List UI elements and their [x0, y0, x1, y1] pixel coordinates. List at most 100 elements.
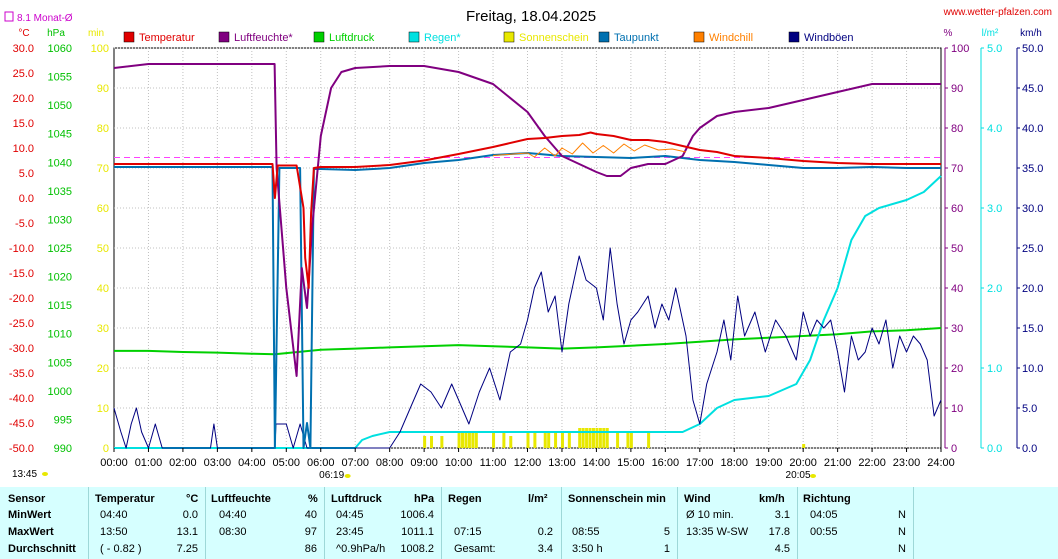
header-temperatur: Temperatur	[95, 493, 155, 505]
y-tick-label-temperature: -30.0	[9, 343, 34, 355]
y-tick-label-sunshine: 60	[97, 203, 109, 215]
y-tick-label-sunshine: 70	[97, 163, 109, 175]
y-tick-label-pressure: 995	[54, 414, 72, 426]
sunshine-bar	[585, 428, 589, 448]
y-tick-label-pressure: 1060	[48, 43, 72, 55]
table-cell: 13:50	[100, 526, 128, 538]
y-tick-label-wind: 0.0	[1022, 443, 1037, 455]
y-tick-label-temperature: -5.0	[15, 218, 34, 230]
table-cell: 08:30	[219, 526, 247, 538]
x-tick-label: 08:00	[376, 457, 404, 469]
table-cell: 4.5	[774, 543, 790, 555]
table-cell: 86	[304, 543, 317, 555]
sunshine-bar	[616, 432, 620, 448]
y-unit-sunshine: min	[88, 28, 104, 39]
legend-swatch	[218, 31, 230, 43]
sunshine-bar	[543, 432, 547, 448]
y-tick-label-wind: 25.0	[1022, 243, 1043, 255]
column-divider	[913, 487, 914, 559]
x-tick-label: 07:00	[341, 457, 369, 469]
sunshine-bar	[423, 436, 427, 448]
legend-label: Temperatur	[139, 32, 195, 44]
y-tick-label-rain: 4.0	[987, 123, 1002, 135]
x-tick-label: 12:00	[514, 457, 542, 469]
table-cell: 00:55	[810, 526, 838, 538]
sunshine-bar	[474, 432, 478, 448]
table-cell: N	[898, 543, 906, 555]
column-divider	[205, 487, 206, 559]
y-unit-wind: km/h	[1020, 28, 1042, 39]
y-unit-rain: l/m²	[982, 28, 999, 39]
table-cell: 08:55	[572, 526, 600, 538]
y-tick-label-temperature: 0.0	[19, 193, 34, 205]
sunshine-bar	[547, 432, 551, 448]
sunshine-bar	[440, 436, 444, 448]
y-tick-label-pressure: 1010	[48, 329, 72, 341]
y-tick-label-temperature: -35.0	[9, 368, 34, 380]
y-tick-label-sunshine: 30	[97, 323, 109, 335]
series-line-temperatur	[114, 131, 941, 289]
sunset-icon	[810, 474, 817, 478]
y-tick-label-humidity: 70	[951, 163, 963, 175]
column-divider	[677, 487, 678, 559]
y-tick-label-pressure: 1030	[48, 214, 72, 226]
x-tick-label: 14:00	[583, 457, 611, 469]
series-line-taupunkt	[114, 152, 941, 449]
y-tick-label-pressure: 1055	[48, 72, 72, 84]
legend-label: Windböen	[804, 32, 854, 44]
y-tick-label-rain: 0.0	[987, 443, 1002, 455]
x-tick-label: 21:00	[824, 457, 852, 469]
y-tick-label-temperature: 15.0	[13, 118, 34, 130]
y-tick-label-humidity: 0	[951, 443, 957, 455]
sunshine-bar	[533, 432, 537, 448]
y-tick-label-rain: 2.0	[987, 283, 1002, 295]
legend-label: Sonnenschein	[519, 32, 589, 44]
header-regen: Regen	[448, 493, 482, 505]
legend-swatch	[788, 31, 800, 43]
y-tick-label-humidity: 100	[951, 43, 969, 55]
x-tick-label: 04:00	[238, 457, 266, 469]
y-tick-label-rain: 5.0	[987, 43, 1002, 55]
x-tick-label: 09:00	[410, 457, 438, 469]
column-divider	[561, 487, 562, 559]
sunshine-bar	[588, 428, 592, 448]
y-tick-label-humidity: 60	[951, 203, 963, 215]
table-cell: 04:05	[810, 509, 838, 521]
y-tick-label-temperature: -45.0	[9, 418, 34, 430]
x-tick-label: 10:00	[445, 457, 473, 469]
table-cell: 13:35 W-SW	[686, 526, 749, 538]
x-tick-label: 00:00	[100, 457, 128, 469]
y-tick-label-temperature: -25.0	[9, 318, 34, 330]
legend-swatch	[123, 31, 135, 43]
monthly-avg-swatch	[4, 11, 14, 22]
y-tick-label-humidity: 30	[951, 323, 963, 335]
chart-title: Freitag, 18.04.2025	[466, 8, 596, 25]
x-tick-label: 01:00	[135, 457, 163, 469]
legend-label: Luftdruck	[329, 32, 375, 44]
y-tick-label-temperature: 20.0	[13, 93, 34, 105]
legend-swatch	[598, 31, 610, 43]
legend-swatch	[693, 31, 705, 43]
table-cell: 17.8	[768, 526, 790, 538]
y-tick-label-temperature: -40.0	[9, 393, 34, 405]
source-link[interactable]: www.wetter-pfalzen.com	[943, 7, 1052, 18]
y-tick-label-sunshine: 0	[103, 443, 109, 455]
sunshine-bar	[629, 432, 633, 448]
y-tick-label-wind: 40.0	[1022, 123, 1043, 135]
x-tick-label: 22:00	[858, 457, 886, 469]
legend-label: Windchill	[709, 32, 753, 44]
sunshine-bar	[591, 428, 595, 448]
table-cell: 23:45	[336, 526, 364, 538]
header-luftfeuchte: Luftfeuchte	[211, 493, 271, 505]
sunshine-bar	[602, 428, 606, 448]
x-tick-label: 11:00	[480, 457, 507, 469]
y-unit-humidity: %	[944, 28, 953, 39]
x-tick-label: 24:00	[927, 457, 955, 469]
header-luftdruck: Luftdruck	[331, 493, 382, 505]
row-label: MinWert	[8, 509, 52, 521]
sunshine-bar	[464, 432, 468, 448]
table-cell: 5	[663, 526, 670, 538]
table-cell: 3.4	[537, 543, 553, 555]
legend-label: Regen*	[424, 32, 461, 44]
header-wind: Wind	[684, 493, 711, 505]
